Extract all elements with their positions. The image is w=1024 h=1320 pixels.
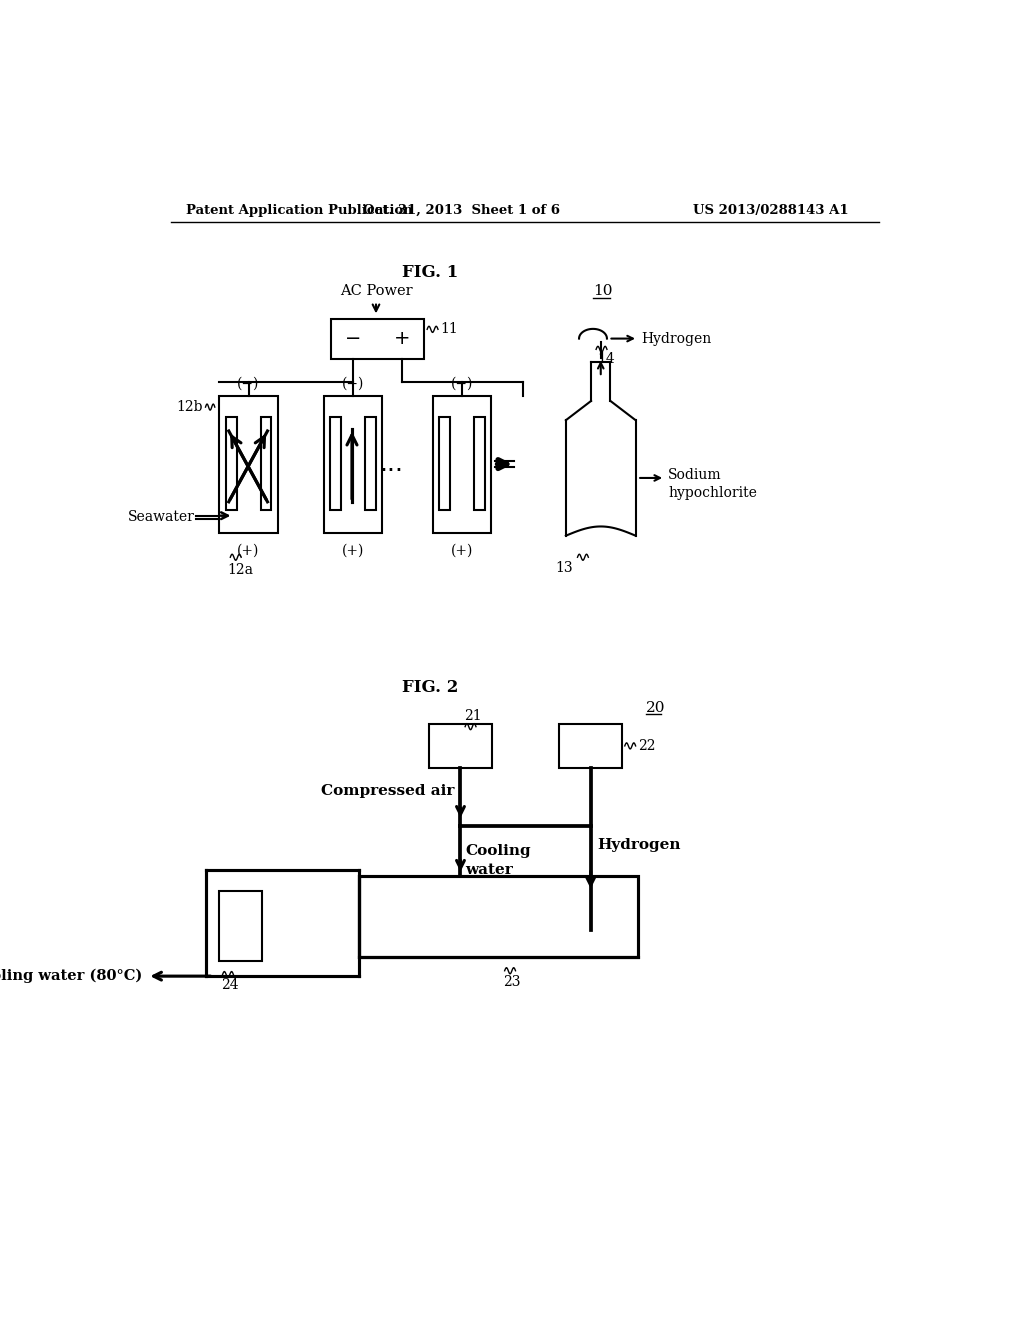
Text: 21: 21 (464, 709, 481, 723)
Text: Patent Application Publication: Patent Application Publication (186, 205, 413, 218)
Bar (474, 417, 484, 510)
Text: −: − (344, 329, 360, 348)
Text: +: + (394, 329, 411, 348)
Bar (432, 396, 490, 533)
Bar (359, 876, 638, 957)
Text: Cooling
water: Cooling water (465, 845, 530, 876)
Bar (219, 396, 278, 533)
Bar (331, 318, 424, 359)
Text: (+): (+) (342, 544, 365, 557)
Bar (366, 417, 376, 510)
Text: AC Power: AC Power (340, 284, 413, 298)
Text: 20: 20 (646, 701, 666, 715)
Text: 24: 24 (221, 978, 239, 993)
Text: Oct. 31, 2013  Sheet 1 of 6: Oct. 31, 2013 Sheet 1 of 6 (362, 205, 560, 218)
Text: (+): (+) (451, 544, 473, 557)
Text: 23: 23 (503, 974, 520, 989)
Bar (438, 417, 450, 510)
Bar (225, 417, 237, 510)
Text: (+): (+) (238, 544, 260, 557)
Bar (324, 396, 382, 533)
Text: 12b: 12b (176, 400, 203, 414)
Text: Seawater: Seawater (128, 511, 195, 524)
Text: 10: 10 (593, 284, 612, 298)
Text: 22: 22 (638, 739, 655, 752)
Text: (−): (−) (451, 378, 473, 391)
Text: FIG. 1: FIG. 1 (402, 264, 459, 281)
Text: (−): (−) (238, 378, 260, 391)
Text: ...: ... (380, 451, 403, 477)
Text: Compressed air: Compressed air (321, 784, 455, 799)
Bar (260, 417, 271, 510)
Text: (−): (−) (342, 378, 365, 391)
Bar (331, 417, 341, 510)
Bar (559, 723, 623, 768)
Text: 14: 14 (597, 351, 614, 366)
Text: Cooling water (80°C): Cooling water (80°C) (0, 969, 142, 983)
Bar (429, 723, 493, 768)
Text: 12a: 12a (227, 562, 253, 577)
Text: FIG. 2: FIG. 2 (402, 678, 459, 696)
Text: Sodium
hypochlorite: Sodium hypochlorite (669, 467, 757, 500)
Text: 11: 11 (440, 322, 458, 337)
Text: Hydrogen: Hydrogen (641, 331, 712, 346)
Text: Hydrogen: Hydrogen (597, 838, 680, 853)
Text: US 2013/0288143 A1: US 2013/0288143 A1 (693, 205, 849, 218)
Bar (219, 891, 262, 961)
Text: 13: 13 (555, 561, 572, 576)
